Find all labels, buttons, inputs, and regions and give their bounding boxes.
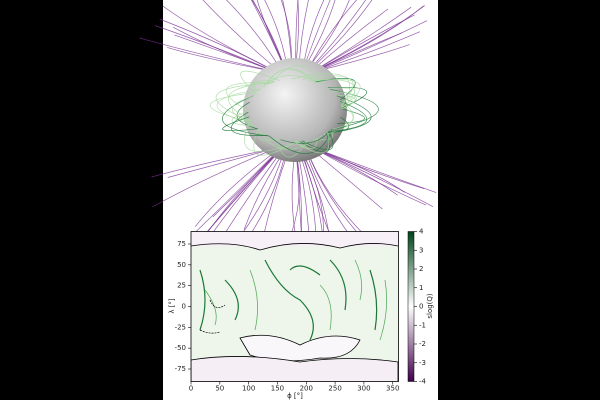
open-field-line bbox=[316, 31, 420, 72]
x-axis-label: ϕ [°] bbox=[287, 392, 303, 400]
closed-field-line bbox=[302, 75, 354, 106]
open-field-line bbox=[308, 0, 373, 72]
closed-field-line bbox=[280, 130, 331, 144]
open-field-line bbox=[167, 148, 273, 178]
closed-field-line bbox=[231, 110, 255, 127]
open-field-line bbox=[307, 0, 367, 72]
closed-field-line bbox=[336, 94, 356, 108]
closed-field-line bbox=[328, 100, 368, 133]
open-field-line bbox=[167, 47, 273, 72]
closed-field-line bbox=[257, 75, 323, 92]
y-tick-label: 75 bbox=[177, 240, 186, 248]
closed-field-line bbox=[225, 82, 272, 112]
y-tick-label: 0 bbox=[182, 303, 186, 311]
x-tick-label: 150 bbox=[271, 385, 284, 393]
closed-field-line bbox=[323, 99, 354, 135]
x-tick-label: 200 bbox=[300, 385, 313, 393]
colorbar-tick-label: -2 bbox=[419, 340, 426, 348]
colorbar-tick-label: -3 bbox=[419, 359, 426, 367]
closed-field-line bbox=[258, 129, 323, 150]
open-field-line bbox=[314, 148, 398, 196]
x-tick-label: 50 bbox=[215, 385, 224, 393]
open-field-line bbox=[202, 0, 280, 72]
colorbar-tick-label: -4 bbox=[419, 378, 427, 386]
closed-field-line bbox=[222, 95, 270, 137]
open-field-line bbox=[316, 148, 437, 193]
x-tick-label: 0 bbox=[189, 385, 193, 393]
open-field-line bbox=[314, 5, 424, 72]
colorbar-tick-label: 2 bbox=[419, 265, 423, 273]
open-field-line bbox=[151, 148, 272, 178]
closed-field-line bbox=[325, 95, 372, 134]
colorbar-tick-label: 0 bbox=[419, 303, 423, 311]
y-tick-label: 25 bbox=[177, 282, 186, 290]
open-field-line bbox=[315, 20, 428, 72]
open-field-line bbox=[315, 148, 434, 208]
open-field-line bbox=[194, 148, 280, 227]
colorbar-label: slog(Q) bbox=[426, 293, 434, 319]
closed-field-line bbox=[301, 131, 334, 151]
open-field-line bbox=[256, 0, 289, 72]
closed-field-line bbox=[228, 82, 274, 122]
open-field-line bbox=[211, 148, 282, 235]
colorbar-tick-label: 4 bbox=[419, 228, 424, 236]
open-field-line bbox=[315, 148, 427, 206]
closed-field-line bbox=[253, 80, 276, 93]
x-tick-label: 350 bbox=[386, 385, 399, 393]
x-tick-label: 300 bbox=[357, 385, 370, 393]
y-tick-label: -50 bbox=[175, 344, 186, 352]
y-tick-label: -25 bbox=[175, 323, 186, 331]
open-field-line bbox=[159, 18, 275, 72]
open-field-line bbox=[154, 25, 274, 72]
open-field-line bbox=[139, 37, 272, 72]
closed-field-line bbox=[222, 116, 258, 132]
open-field-line bbox=[152, 148, 275, 208]
closed-field-line bbox=[240, 70, 280, 94]
open-field-line bbox=[316, 148, 425, 189]
colorbar bbox=[407, 231, 415, 382]
closed-field-line bbox=[275, 138, 308, 158]
closed-field-line bbox=[253, 129, 298, 156]
closed-field-line bbox=[331, 104, 354, 130]
colorbar-tick-label: 1 bbox=[419, 284, 423, 292]
closed-field-line bbox=[209, 92, 257, 123]
closed-field-line bbox=[215, 82, 271, 123]
open-field-line bbox=[195, 148, 280, 232]
closed-field-line bbox=[309, 79, 356, 109]
closed-field-line bbox=[236, 101, 258, 130]
x-tick-label: 100 bbox=[242, 385, 255, 393]
colorbar-tick-label: -1 bbox=[419, 321, 426, 329]
y-tick-label: -75 bbox=[175, 365, 186, 373]
open-field-line bbox=[302, 0, 325, 72]
closed-field-line bbox=[312, 79, 361, 109]
heatmap-image bbox=[191, 231, 399, 382]
closed-field-line bbox=[332, 90, 357, 110]
colorbar-tick-label: 3 bbox=[419, 246, 423, 254]
y-axis-label: λ [°] bbox=[168, 298, 176, 314]
closed-field-line bbox=[270, 65, 323, 85]
closed-field-line bbox=[232, 95, 254, 123]
y-tick-label: 50 bbox=[177, 261, 186, 269]
open-field-line bbox=[226, 0, 282, 72]
open-field-line bbox=[314, 14, 415, 72]
open-field-line bbox=[302, 0, 336, 72]
x-tick-label: 250 bbox=[328, 385, 341, 393]
closed-field-line bbox=[293, 132, 330, 154]
open-field-line bbox=[313, 6, 412, 72]
open-field-line bbox=[316, 44, 410, 72]
open-field-line bbox=[205, 148, 281, 235]
